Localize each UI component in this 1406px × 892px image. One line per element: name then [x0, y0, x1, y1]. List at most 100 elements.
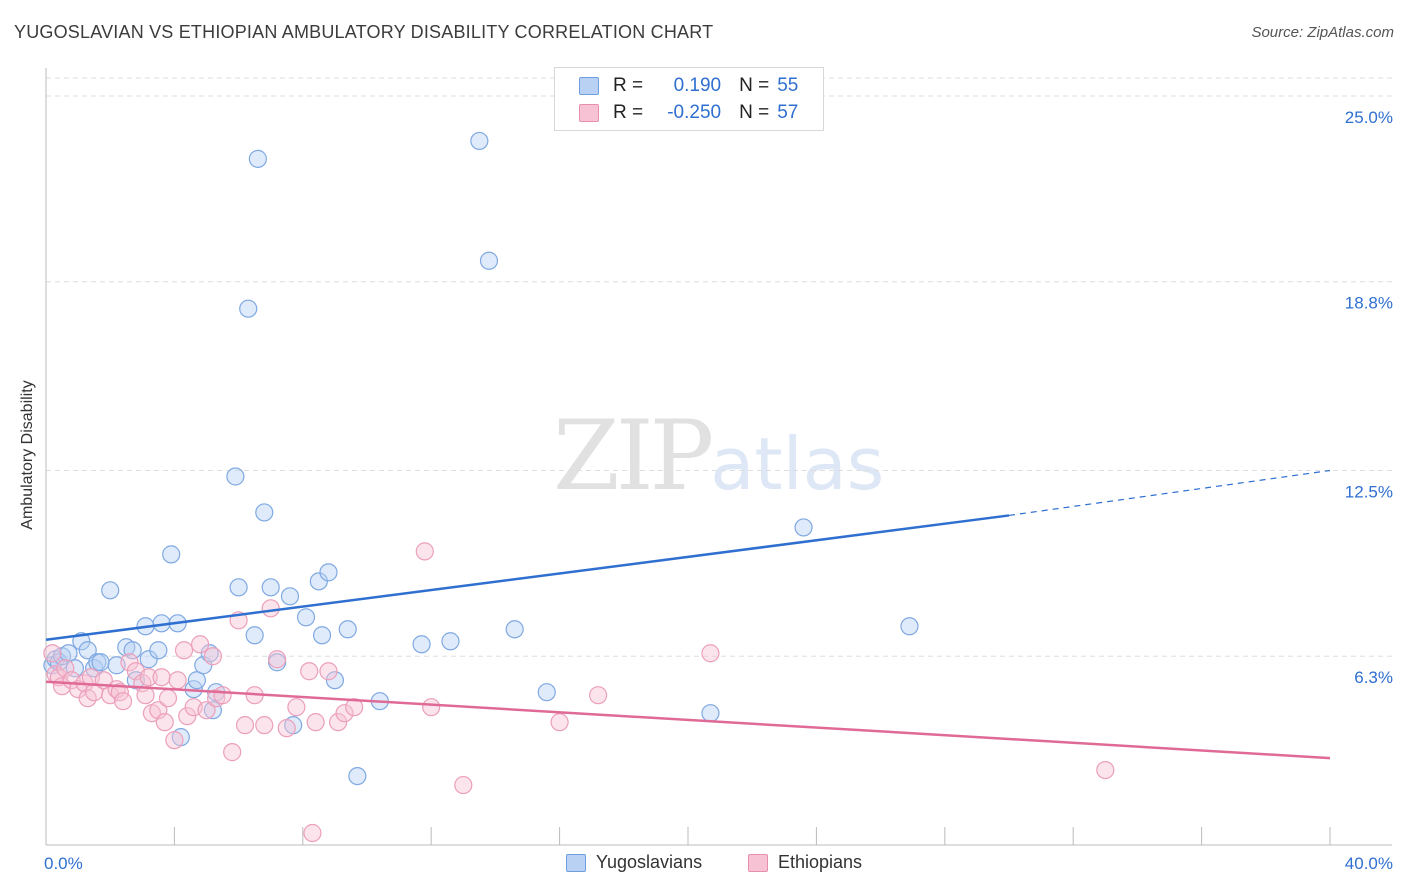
ethiopian-point — [319, 662, 338, 681]
y-tick-label: 12.5% — [1345, 482, 1393, 501]
ethiopian-point — [113, 692, 133, 711]
ethiopian-point — [701, 644, 720, 663]
ethiopian-point — [43, 644, 62, 663]
watermark-atlas: atlas — [710, 422, 885, 506]
yugoslavian-point — [149, 641, 168, 660]
yugoslavian-point — [78, 641, 97, 660]
yugoslavian-point — [412, 635, 431, 654]
yugoslavian-point — [248, 149, 267, 168]
ethiopian-point — [120, 653, 139, 672]
yugoslavian-point — [296, 608, 316, 627]
grid-lines — [46, 77, 1392, 657]
legend-n-label: N = — [739, 75, 770, 96]
trend-line-yugoslavians — [45, 514, 1010, 642]
legend-r-label: R = — [613, 75, 644, 96]
source-label: Source: ZipAtlas.com — [1251, 24, 1394, 41]
ethiopian-point — [178, 707, 197, 726]
ethiopian-point — [165, 731, 184, 750]
ethiopian-point — [174, 641, 194, 660]
yugoslavian-point — [312, 626, 332, 645]
ethiopian-point — [300, 662, 319, 681]
yugoslavian-point — [900, 617, 919, 636]
yugoslavian-point — [280, 587, 300, 606]
yugoslavian-point — [226, 467, 245, 486]
ethiopian-point — [454, 775, 473, 795]
ethiopian-point — [223, 743, 242, 762]
legend-swatch-pink — [579, 104, 599, 122]
ethiopian-point — [306, 713, 325, 732]
ethiopian-point — [329, 713, 348, 732]
chart-title: YUGOSLAVIAN VS ETHIOPIAN AMBULATORY DISA… — [14, 22, 714, 42]
ethiopian-point — [213, 686, 232, 705]
ethiopian-point — [589, 686, 608, 705]
legend-r-value: -0.250 — [667, 102, 722, 123]
legend-n-value: 55 — [777, 75, 799, 96]
yugoslavian-point — [338, 620, 357, 639]
legend-label-ethiopians: Ethiopians — [778, 852, 863, 872]
axes — [45, 68, 1392, 846]
ethiopian-point — [158, 689, 178, 708]
ethiopian-point — [550, 713, 569, 732]
yugoslavian-point — [505, 620, 524, 639]
ethiopian-point — [235, 716, 255, 735]
ethiopian-point — [287, 698, 306, 717]
trend-lines — [45, 469, 1331, 760]
ethiopian-point — [190, 635, 210, 654]
yugoslavian-point — [203, 701, 223, 720]
watermark: ZIPatlas — [553, 400, 884, 512]
yugoslavian-point — [255, 503, 274, 522]
yugoslavian-point — [187, 671, 206, 690]
y-tick-label: 25.0% — [1345, 108, 1393, 127]
yugoslavian-point — [239, 299, 258, 318]
yugoslavian-point — [325, 671, 344, 690]
y-axis-label: Ambulatory Disability — [19, 380, 36, 530]
ethiopian-point — [155, 713, 174, 732]
tick-labels: 6.3% 12.5% 18.8% 25.0% 0.0% 40.0% — [44, 108, 1393, 873]
legend-n-label: N = — [739, 102, 770, 123]
yugoslavian-point — [537, 683, 556, 702]
ethiopian-point — [152, 668, 171, 687]
legend-label-yugoslavians: Yugoslavians — [596, 852, 703, 872]
legend-r-label: R = — [613, 102, 644, 123]
yugoslavian-point — [91, 653, 110, 672]
yugoslavian-point — [701, 704, 720, 723]
yugoslavian-point — [470, 131, 489, 151]
bottom-legend-ethiopians: Ethiopians — [748, 852, 862, 873]
ethiopian-point — [335, 704, 354, 723]
ethiopian-point — [303, 823, 322, 843]
yugoslavian-point — [348, 766, 367, 786]
bottom-legend-yugoslavians: Yugoslavians — [566, 852, 702, 873]
trend-extension-yugoslavians — [1008, 469, 1331, 517]
legend-row-ethiopians: R = -0.250 N = 57 — [579, 100, 798, 126]
yugoslavian-point — [65, 659, 84, 678]
ethiopian-point — [415, 542, 434, 561]
legend-swatch-blue — [566, 853, 586, 872]
yugoslavian-point — [794, 518, 813, 537]
trend-line-ethiopians — [45, 680, 1331, 760]
yugoslavian-point — [261, 578, 280, 597]
ethiopian-point — [168, 671, 187, 690]
yugoslavian-point — [441, 632, 460, 651]
y-tick-label: 6.3% — [1354, 668, 1393, 687]
yugoslavian-point — [123, 641, 142, 660]
ethiopian-point — [203, 647, 223, 666]
correlation-legend: R = 0.190 N = 55 R = -0.250 N = 57 — [554, 67, 824, 131]
legend-row-yugoslavians: R = 0.190 N = 55 — [579, 73, 798, 99]
watermark-zip: ZIP — [553, 400, 714, 512]
ethiopian-point — [136, 686, 155, 705]
yugoslavian-point — [101, 581, 120, 600]
yugoslavian-point — [59, 644, 78, 663]
yugoslavian-point — [229, 578, 248, 597]
ethiopian-point — [345, 698, 364, 717]
legend-swatch-blue — [579, 77, 599, 95]
legend-swatch-pink — [748, 853, 768, 872]
ethiopian-point — [277, 719, 296, 738]
x-tick-label: 0.0% — [44, 854, 83, 873]
yugoslavian-point — [245, 626, 264, 645]
ethiopian-point — [1096, 760, 1115, 780]
ethiopian-point — [197, 701, 216, 720]
ethiopian-point — [268, 650, 287, 669]
ethiopian-point — [255, 716, 274, 735]
y-tick-label: 18.8% — [1345, 294, 1393, 313]
